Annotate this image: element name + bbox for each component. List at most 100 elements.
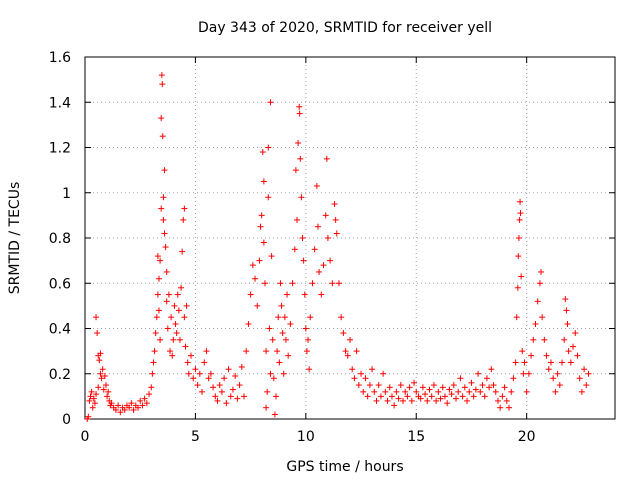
data-point [98, 375, 105, 382]
data-point [181, 205, 188, 212]
data-point [278, 302, 285, 309]
data-point [581, 366, 588, 373]
x-tick-label: 10 [297, 429, 315, 445]
y-tick-labels: 0 0.2 0.4 0.6 0.8 1 1.2 1.4 1.6 [49, 50, 71, 428]
data-point [266, 325, 273, 332]
data-point [91, 400, 98, 407]
data-point [269, 336, 276, 343]
y-tick-label: 0.6 [49, 276, 71, 292]
data-point [313, 182, 320, 189]
data-point [249, 262, 256, 269]
data-point [393, 388, 400, 395]
data-point [515, 253, 522, 260]
data-point [157, 257, 164, 264]
data-point [320, 262, 327, 269]
data-point [314, 223, 321, 230]
data-point [274, 348, 281, 355]
data-point [149, 370, 156, 377]
data-point [559, 359, 565, 366]
data-point [517, 210, 524, 217]
data-point [475, 370, 482, 377]
data-point [143, 400, 150, 407]
data-point [234, 395, 241, 402]
data-point [331, 201, 338, 208]
data-point [267, 99, 274, 106]
data-point [322, 212, 329, 219]
data-point [258, 212, 265, 219]
data-point [501, 384, 508, 391]
data-point [552, 388, 559, 395]
data-point [271, 411, 278, 418]
data-point [277, 280, 284, 287]
data-point [268, 253, 275, 260]
data-point [93, 314, 100, 321]
data-point [270, 375, 277, 382]
data-point [180, 216, 187, 223]
y-axis-label: SRMTID / TECUs [7, 182, 23, 295]
data-point [300, 257, 307, 264]
data-point [428, 393, 435, 400]
data-point [210, 384, 217, 391]
data-point [130, 406, 137, 413]
data-point [435, 388, 442, 395]
data-point [395, 395, 402, 402]
data-point [375, 382, 382, 389]
data-point [115, 402, 122, 409]
data-point [273, 393, 280, 400]
data-point [433, 397, 440, 404]
data-point [488, 366, 495, 373]
data-point [183, 302, 190, 309]
data-point [87, 393, 94, 400]
data-point [259, 149, 266, 156]
data-point [157, 336, 164, 343]
data-point [199, 388, 206, 395]
data-point [284, 291, 291, 298]
data-point [257, 223, 264, 230]
data-point [148, 384, 155, 391]
data-point [353, 348, 360, 355]
data-point [96, 357, 103, 364]
data-point [135, 404, 141, 411]
data-point [494, 397, 501, 404]
data-point [377, 393, 384, 400]
data-point [260, 239, 267, 246]
data-point [583, 382, 590, 389]
data-point [181, 314, 188, 321]
data-point [459, 393, 466, 400]
data-point [358, 370, 365, 377]
data-point [464, 397, 471, 404]
grid-lines [85, 57, 615, 419]
data-point [497, 404, 504, 411]
data-point [457, 375, 464, 382]
data-point [185, 370, 192, 377]
data-point [247, 291, 254, 298]
data-point [351, 375, 358, 382]
data-point [163, 268, 170, 275]
axis-ticks [84, 56, 615, 420]
data-point [95, 384, 102, 391]
data-point [126, 404, 133, 411]
data-point [89, 404, 96, 411]
data-point [241, 393, 247, 400]
data-point [323, 155, 330, 162]
data-point [203, 348, 210, 355]
data-point [90, 395, 97, 402]
data-point [227, 393, 234, 400]
data-point [94, 330, 101, 337]
data-point [539, 314, 546, 321]
data-point [578, 388, 585, 395]
x-tick-label: 20 [518, 429, 536, 445]
x-tick-labels: 0 5 10 15 20 [81, 429, 536, 445]
data-point [154, 291, 161, 298]
data-point [400, 397, 406, 404]
data-point [373, 397, 380, 404]
data-point [296, 103, 303, 110]
data-point [417, 395, 424, 402]
data-point [184, 359, 191, 366]
data-point [499, 393, 506, 400]
data-point [264, 388, 271, 395]
data-point [291, 246, 298, 253]
data-point [102, 382, 109, 389]
data-point [178, 284, 185, 291]
